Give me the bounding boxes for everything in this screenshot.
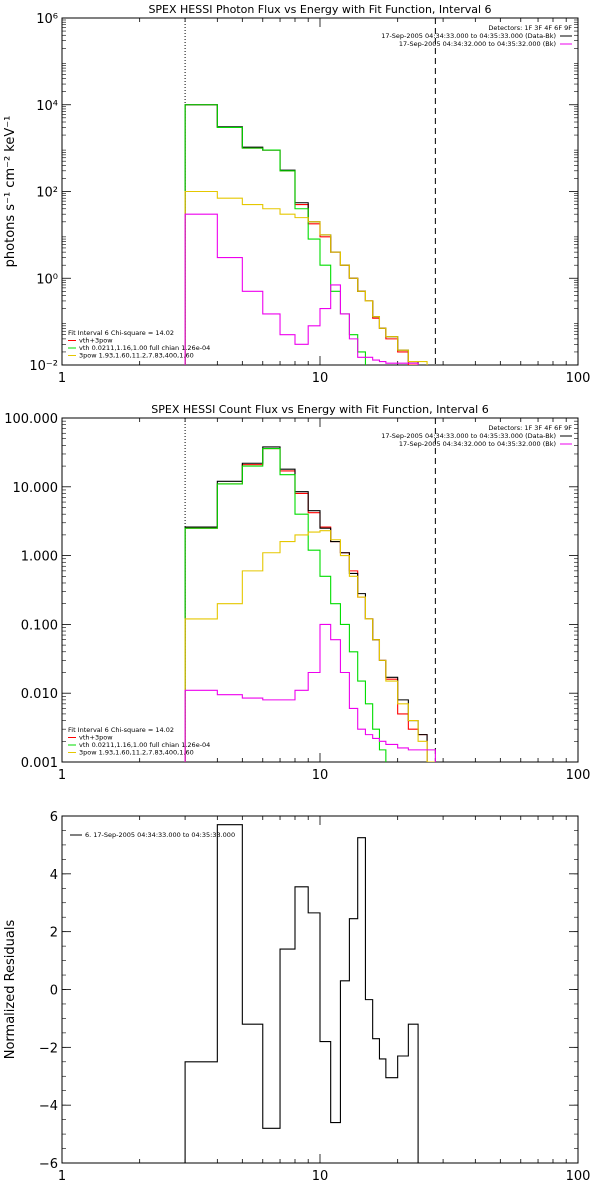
legend-entry: Fit Interval 6 Chi-square = 14.02: [68, 726, 174, 734]
chart-title: SPEX HESSI Count Flux vs Energy with Fit…: [151, 403, 488, 416]
y-axis: 10⁻² 10⁰ 10² 10⁴ 10⁶: [29, 12, 578, 374]
histogram-series-4: [184, 530, 436, 762]
legend-entry: vth+3pow: [79, 734, 113, 742]
y-tick-label: 0: [50, 984, 58, 999]
x-tick-label: 1: [58, 371, 66, 386]
series-group: [184, 824, 419, 1163]
chart-title: SPEX HESSI Photon Flux vs Energy with Fi…: [148, 3, 491, 16]
x-tick-label: 100: [566, 371, 591, 386]
y-axis-label: photons s⁻¹ cm⁻² keV⁻¹: [3, 116, 18, 268]
legend-entry: Fit Interval 6 Chi-square = 14.02: [68, 329, 174, 337]
legend-entry: 6. 17-Sep-2005 04:34:33.000 to 04:35:33.…: [85, 831, 235, 839]
y-tick-label: 0.010: [21, 687, 58, 702]
y-tick-label: 10⁴: [36, 99, 58, 114]
x-tick-label: 1: [58, 768, 66, 783]
histogram-series-5: [184, 623, 436, 762]
series-group: [184, 446, 436, 762]
y-tick-label: 100.000: [4, 412, 58, 427]
chart-panel-1: SPEX HESSI Photon Flux vs Energy with Fi…: [3, 3, 590, 386]
legend-entry: 17-Sep-2005 04:34:33.000 to 04:35:33.000…: [381, 432, 556, 440]
legend-bottom-left: Fit Interval 6 Chi-square = 14.02vth+3po…: [68, 726, 210, 757]
y-tick-label: 10⁻²: [29, 359, 58, 374]
y-tick-label: 0.100: [21, 618, 58, 633]
y-tick-label: 10⁶: [36, 12, 58, 27]
y-tick-label: 1.000: [21, 550, 58, 565]
x-tick-label: 10: [312, 371, 329, 386]
legend: 6. 17-Sep-2005 04:34:33.000 to 04:35:33.…: [70, 831, 235, 839]
legend-entry: 17-Sep-2005 04:34:32.000 to 04:35:32.000…: [399, 440, 556, 448]
y-tick-label: 4: [50, 868, 58, 883]
y-tick-label: 6: [50, 810, 58, 825]
legend-entry: 17-Sep-2005 04:34:33.000 to 04:35:33.000…: [381, 32, 556, 40]
x-tick-label: 100: [566, 1169, 591, 1184]
x-tick-label: 1: [58, 1169, 66, 1184]
chart-panel-2: SPEX HESSI Count Flux vs Energy with Fit…: [4, 403, 590, 783]
y-tick-label: −4: [39, 1099, 58, 1114]
legend-entry: vth 0.0211,1.16,1.00 full chian 1.26e-04: [79, 741, 210, 749]
x-tick-label: 10: [312, 768, 329, 783]
series-group: [184, 104, 428, 365]
y-axis: 0.001 0.010 0.100 1.000 10.000 100.000: [4, 412, 578, 771]
legend-entry: Detectors: 1F 3F 4F 6F 9F: [488, 424, 572, 432]
legend-entry: 3pow 1.93,1.60,11.2,7.83,400,1.60: [79, 749, 194, 757]
chart-panel-3: 1 10 100 −6 −4 −2 0 2 4 6 Normalized Residuals 6. 1…: [3, 810, 590, 1184]
legend-entry: vth 0.0211,1.16,1.00 full chian 1.26e-04: [79, 344, 210, 352]
histogram-series-5: [184, 213, 419, 365]
y-tick-label: −6: [39, 1157, 58, 1172]
legend-entry: 3pow 1.93,1.60,11.2,7.83,400,1.60: [79, 352, 194, 360]
legend-bottom-left: Fit Interval 6 Chi-square = 14.02vth+3po…: [68, 329, 210, 360]
y-axis-label: Normalized Residuals: [3, 920, 18, 1060]
histogram-series-4: [184, 190, 428, 365]
legend-entry: 17-Sep-2005 04:34:32.000 to 04:35:32.000…: [399, 40, 556, 48]
legend-entry: vth+3pow: [79, 337, 113, 345]
x-axis: 1 10 100: [58, 816, 591, 1184]
y-axis: −6 −4 −2 0 2 4 6: [39, 810, 578, 1172]
y-tick-label: 10²: [36, 186, 58, 201]
y-tick-label: 2: [50, 926, 58, 941]
y-tick-label: 0.001: [21, 756, 58, 771]
y-tick-label: −2: [39, 1041, 58, 1056]
x-tick-label: 100: [566, 768, 591, 783]
y-tick-label: 10.000: [13, 481, 59, 496]
histogram-series-3: [184, 447, 387, 762]
x-axis: 1 10 100: [58, 418, 591, 783]
legend-entry: Detectors: 1F 3F 4F 6F 9F: [488, 24, 572, 32]
histogram-series-1: [184, 824, 419, 1163]
x-axis: 1 10 100: [58, 18, 591, 386]
x-tick-label: 10: [312, 1169, 329, 1184]
y-tick-label: 10⁰: [36, 272, 58, 287]
